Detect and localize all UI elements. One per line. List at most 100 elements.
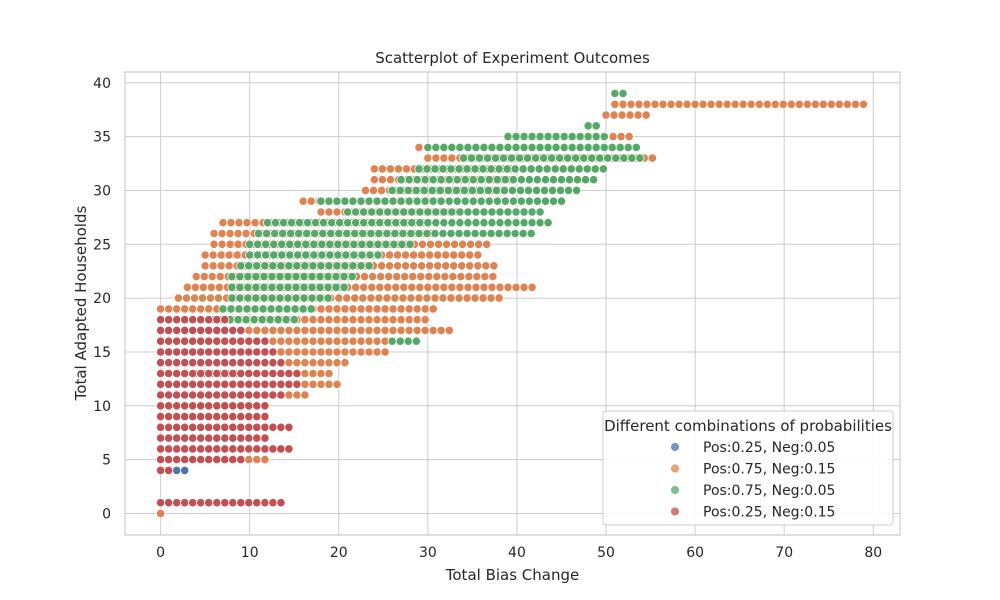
data-point [293,239,303,249]
data-point [412,325,422,335]
data-point [252,422,262,432]
data-point [188,368,198,379]
data-point [595,153,605,163]
data-point [277,239,287,249]
data-point [316,261,326,271]
data-point [318,218,329,228]
data-point [252,325,262,335]
data-point [259,282,269,292]
data-point [381,239,391,249]
data-point [714,99,724,109]
data-point [436,325,446,335]
data-point [487,282,497,292]
data-point [236,261,246,271]
data-point [375,282,385,292]
data-point [232,250,242,260]
data-point [486,293,496,303]
data-point [382,293,392,303]
data-point [260,358,270,368]
data-point [348,325,358,335]
data-point [236,411,246,422]
data-point [204,444,214,454]
data-point [500,175,510,185]
y-tick-label: 30 [93,183,111,199]
data-point [746,99,756,109]
data-point [503,207,513,217]
data-point [228,444,238,454]
data-point [243,293,253,303]
data-point [212,433,222,443]
data-point [316,315,326,325]
data-point [269,250,279,260]
data-point [228,325,238,335]
data-point [511,142,521,152]
data-point [261,239,271,249]
data-point [357,250,367,260]
data-point [563,153,573,163]
data-point [351,207,361,217]
data-point [494,164,504,174]
data-point [627,153,637,163]
data-point [414,293,424,303]
data-point [251,282,261,292]
data-point [392,250,403,260]
data-point [244,498,254,508]
data-point [396,175,406,185]
legend-entry-label: Pos:0.25, Neg:0.05 [703,440,835,456]
data-point [164,411,174,422]
data-point [164,465,174,475]
data-point [376,271,386,282]
y-axis-label: Total Adapted Households [72,206,90,402]
data-point [308,315,318,325]
data-point [260,422,270,432]
data-point [488,271,498,282]
data-point [625,110,635,120]
data-point [228,454,238,465]
data-point [180,401,190,411]
data-point [308,325,318,335]
data-point [531,153,541,163]
data-point [618,99,628,109]
data-point [213,293,224,303]
data-point [408,250,419,260]
data-point [276,390,286,400]
data-point [455,207,465,217]
data-point [335,218,345,228]
data-point [156,454,166,465]
data-point [343,218,353,228]
data-point [349,250,359,260]
data-point [341,250,351,260]
data-point [156,379,166,389]
data-point [350,228,360,239]
data-point [535,218,545,228]
data-point [300,390,310,400]
data-point [454,293,464,303]
data-point [408,271,418,282]
data-point [252,261,262,271]
data-point [164,444,174,454]
data-point [285,250,295,260]
data-point [324,358,334,368]
data-point [495,218,505,228]
data-point [404,196,414,206]
data-point [207,271,217,282]
data-point [206,282,216,292]
data-point [343,207,353,217]
data-point [180,411,190,422]
data-point [268,379,278,389]
data-point [236,368,246,379]
data-point [236,422,246,432]
data-point [603,153,613,163]
data-point [406,293,416,303]
data-point [495,207,505,217]
data-point [270,228,280,239]
data-point [172,315,182,325]
data-point [400,261,411,271]
data-point [204,454,214,465]
data-point [252,390,262,400]
data-point [292,325,302,335]
data-point [244,368,254,379]
data-point [300,379,310,389]
data-point [212,498,222,508]
